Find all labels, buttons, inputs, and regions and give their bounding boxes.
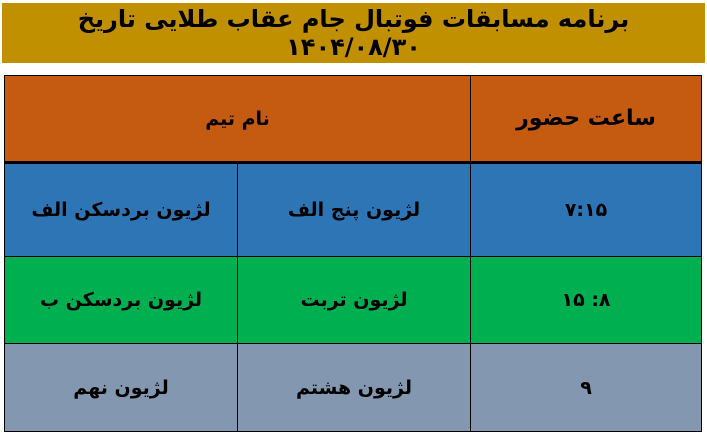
- table-row: ۷:۱۵ لژیون پنج الف لژیون بردسکن الف: [3, 162, 703, 257]
- team-cell: لژیون بردسکن الف: [3, 162, 239, 257]
- time-cell: ۹: [470, 343, 703, 432]
- table-row: ۹ لژیون هشتم لژیون نهم: [3, 343, 703, 432]
- header-row: ساعت حضور نام تیم: [3, 75, 703, 163]
- schedule-table: ساعت حضور نام تیم ۷:۱۵ لژیون پنج الف لژی…: [3, 75, 703, 432]
- title-banner: برنامه مسابقات فوتبال جام عقاب طلایی تار…: [2, 3, 705, 63]
- time-cell: ۷:۱۵: [470, 162, 703, 257]
- team-cell: لژیون نهم: [3, 343, 239, 432]
- team-cell: لژیون تربت: [237, 256, 472, 344]
- team-cell: لژیون هشتم: [237, 343, 472, 432]
- page-title: برنامه مسابقات فوتبال جام عقاب طلایی تار…: [77, 5, 630, 61]
- time-cell: ۸: ۱۵: [470, 256, 703, 344]
- header-time: ساعت حضور: [470, 75, 703, 163]
- team-cell: لژیون پنج الف: [237, 162, 472, 257]
- table-row: ۸: ۱۵ لژیون تربت لژیون بردسکن ب: [3, 256, 703, 344]
- header-team: نام تیم: [3, 75, 472, 163]
- team-cell: لژیون بردسکن ب: [3, 256, 239, 344]
